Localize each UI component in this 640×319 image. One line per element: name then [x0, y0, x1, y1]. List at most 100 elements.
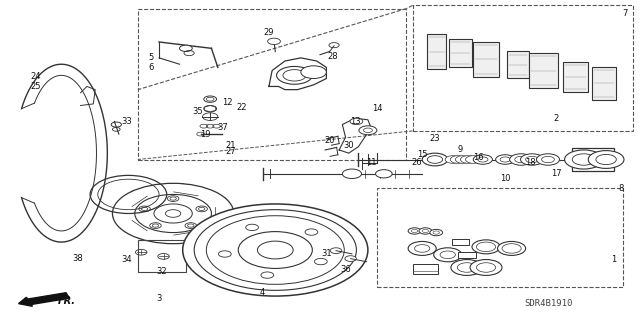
Text: 26: 26	[412, 158, 422, 167]
Circle shape	[445, 156, 461, 163]
Circle shape	[497, 241, 525, 256]
Bar	[413, 5, 633, 131]
Circle shape	[376, 170, 392, 178]
Text: 17: 17	[551, 169, 561, 178]
Circle shape	[246, 224, 259, 231]
FancyArrow shape	[19, 293, 70, 306]
Text: 23: 23	[429, 134, 440, 143]
Text: 9: 9	[458, 145, 463, 154]
Bar	[138, 241, 186, 272]
Circle shape	[461, 156, 476, 163]
Text: 12: 12	[222, 98, 233, 107]
Text: 24: 24	[31, 72, 41, 81]
Text: 35: 35	[192, 108, 203, 116]
Circle shape	[150, 223, 161, 228]
Circle shape	[342, 169, 362, 179]
Circle shape	[466, 156, 481, 163]
Text: 34: 34	[121, 255, 132, 264]
Circle shape	[434, 248, 462, 262]
Text: 28: 28	[328, 52, 338, 61]
Polygon shape	[592, 67, 616, 100]
Text: 36: 36	[340, 264, 351, 274]
Text: 7: 7	[623, 9, 628, 18]
Text: 37: 37	[218, 123, 228, 132]
Text: 22: 22	[237, 103, 247, 112]
Bar	[138, 9, 406, 160]
Circle shape	[451, 156, 466, 163]
Circle shape	[451, 260, 483, 275]
Circle shape	[470, 260, 502, 275]
Circle shape	[314, 258, 327, 265]
Circle shape	[456, 156, 470, 163]
Circle shape	[261, 272, 274, 278]
Polygon shape	[563, 62, 588, 92]
Circle shape	[268, 38, 280, 45]
Circle shape	[359, 126, 377, 135]
Circle shape	[238, 232, 312, 269]
Circle shape	[139, 206, 150, 212]
Polygon shape	[428, 34, 447, 69]
Bar	[452, 239, 469, 245]
Circle shape	[301, 66, 326, 78]
Circle shape	[588, 151, 624, 168]
Text: 38: 38	[72, 254, 83, 263]
Circle shape	[408, 228, 421, 234]
Polygon shape	[449, 39, 472, 67]
Bar	[413, 264, 438, 274]
Text: 32: 32	[156, 267, 167, 276]
Bar	[458, 252, 476, 258]
Polygon shape	[529, 53, 558, 88]
Text: 14: 14	[372, 104, 383, 113]
Circle shape	[113, 183, 234, 244]
Text: 6: 6	[148, 63, 154, 72]
Text: 27: 27	[225, 147, 236, 156]
Text: 10: 10	[500, 174, 511, 183]
Text: 2: 2	[554, 114, 559, 123]
Circle shape	[509, 154, 532, 165]
Circle shape	[350, 118, 363, 124]
Circle shape	[135, 195, 211, 233]
Circle shape	[495, 155, 515, 164]
Circle shape	[218, 251, 231, 257]
Circle shape	[182, 204, 368, 296]
Circle shape	[185, 223, 196, 228]
Text: 1: 1	[611, 255, 616, 264]
Circle shape	[179, 45, 192, 51]
Circle shape	[430, 229, 443, 236]
Text: 5: 5	[148, 53, 154, 62]
Polygon shape	[473, 42, 499, 77]
Text: 13: 13	[350, 117, 360, 126]
Circle shape	[422, 153, 448, 166]
Circle shape	[345, 256, 356, 262]
Polygon shape	[113, 184, 230, 242]
Text: FR.: FR.	[58, 296, 76, 306]
Text: 29: 29	[264, 28, 274, 37]
Circle shape	[419, 228, 432, 234]
Circle shape	[204, 106, 216, 112]
Text: 16: 16	[473, 153, 484, 162]
Circle shape	[564, 150, 603, 169]
Circle shape	[305, 229, 318, 235]
Text: 18: 18	[525, 158, 536, 167]
Text: SDR4B1910: SDR4B1910	[524, 299, 573, 308]
Circle shape	[472, 240, 500, 254]
Circle shape	[168, 196, 179, 201]
Text: 19: 19	[200, 130, 211, 138]
Circle shape	[276, 66, 312, 84]
Circle shape	[520, 154, 543, 165]
Circle shape	[158, 254, 170, 259]
Circle shape	[257, 241, 293, 259]
Circle shape	[204, 96, 216, 102]
Text: 3: 3	[156, 294, 162, 303]
Text: 20: 20	[324, 136, 335, 145]
Text: 25: 25	[31, 82, 41, 91]
Circle shape	[536, 154, 559, 165]
Text: 8: 8	[619, 184, 624, 193]
Text: 4: 4	[260, 288, 265, 297]
Text: 30: 30	[344, 141, 354, 150]
Circle shape	[154, 204, 192, 223]
Circle shape	[408, 241, 436, 256]
Circle shape	[136, 249, 147, 255]
Circle shape	[330, 248, 342, 254]
Text: 11: 11	[366, 158, 376, 167]
